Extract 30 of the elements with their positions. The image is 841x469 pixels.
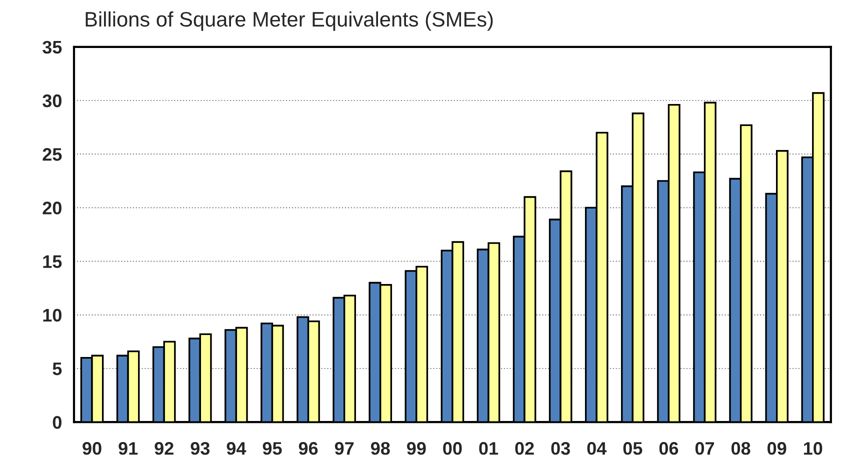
x-tick-label: 03 [551, 442, 570, 455]
x-tick-label: 95 [262, 442, 282, 455]
y-tick-label: 20 [42, 202, 62, 214]
x-tick-label: 10 [804, 442, 822, 455]
x-tick-label: 05 [623, 442, 642, 455]
y-tick-label: 10 [43, 308, 62, 322]
x-tick-label: 93 [190, 442, 210, 455]
y-tick-label: 5 [52, 362, 62, 376]
x-tick-label: 07 [695, 442, 714, 455]
x-tick-label: 91 [118, 442, 138, 455]
x-tick-label: 94 [226, 442, 246, 455]
x-tick-label: 97 [334, 442, 354, 455]
x-tick-label: 02 [515, 442, 534, 455]
x-tick-label: 00 [443, 442, 462, 455]
x-tick-label: 09 [768, 442, 786, 455]
x-tick-label: 96 [298, 442, 318, 455]
y-tick-label: 30 [42, 94, 62, 108]
y-tick-label: 25 [42, 148, 62, 161]
x-tick-label: 98 [370, 442, 390, 455]
y-tick-label: 0 [52, 416, 62, 429]
x-tick-label: 92 [154, 442, 174, 455]
x-tick-label: 90 [82, 442, 102, 455]
x-tick-label: 99 [407, 442, 426, 455]
x-tick-label: 06 [659, 442, 678, 455]
x-tick-label: 04 [587, 442, 607, 455]
y-tick-label: 35 [42, 40, 62, 54]
y-tick-label: 15 [43, 255, 62, 268]
chart-title: Billions of Square Meter Equivalents (SMEs) [86, 11, 493, 31]
x-tick-label: 08 [731, 442, 750, 455]
x-tick-label: 01 [479, 442, 498, 455]
